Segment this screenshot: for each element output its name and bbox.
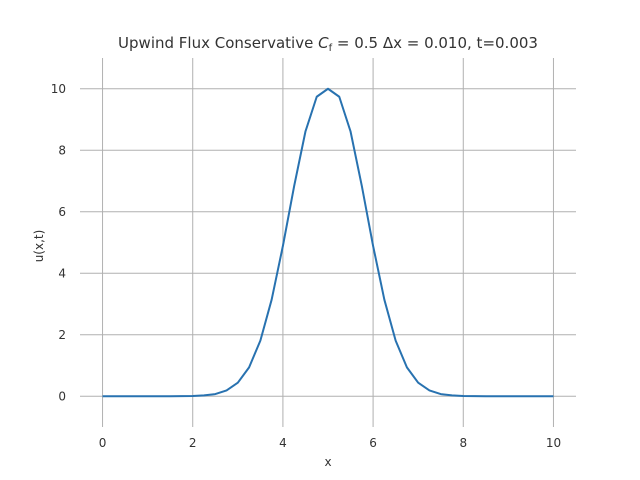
title-c-subscript: f [329, 43, 333, 54]
title-c-symbol: C [318, 34, 329, 52]
y-tick-label: 0 [58, 389, 66, 403]
ticks: 0 2 4 6 8 10 0 2 4 6 8 10 [51, 82, 561, 450]
series-line [102, 87, 554, 398]
x-tick-label: 0 [99, 436, 107, 450]
series-layer [102, 87, 554, 398]
grid [80, 58, 576, 427]
y-tick-label: 6 [58, 205, 66, 219]
y-tick-label: 10 [51, 82, 66, 96]
title-prefix: Upwind Flux Conservative [118, 34, 318, 52]
x-tick-label: 2 [189, 436, 197, 450]
x-tick-label: 8 [459, 436, 467, 450]
chart-title: Upwind Flux Conservative Cf = 0.5 Δx = 0… [118, 34, 538, 54]
title-rest: = 0.5 Δx = 0.010, t=0.003 [332, 34, 538, 52]
y-tick-label: 8 [58, 143, 66, 157]
x-tick-label: 10 [546, 436, 561, 450]
y-axis-label: u(x,t) [32, 230, 46, 263]
y-tick-label: 4 [58, 266, 66, 280]
x-tick-label: 4 [279, 436, 287, 450]
x-axis-label: x [324, 455, 331, 469]
x-tick-label: 6 [369, 436, 377, 450]
y-tick-label: 2 [58, 328, 66, 342]
